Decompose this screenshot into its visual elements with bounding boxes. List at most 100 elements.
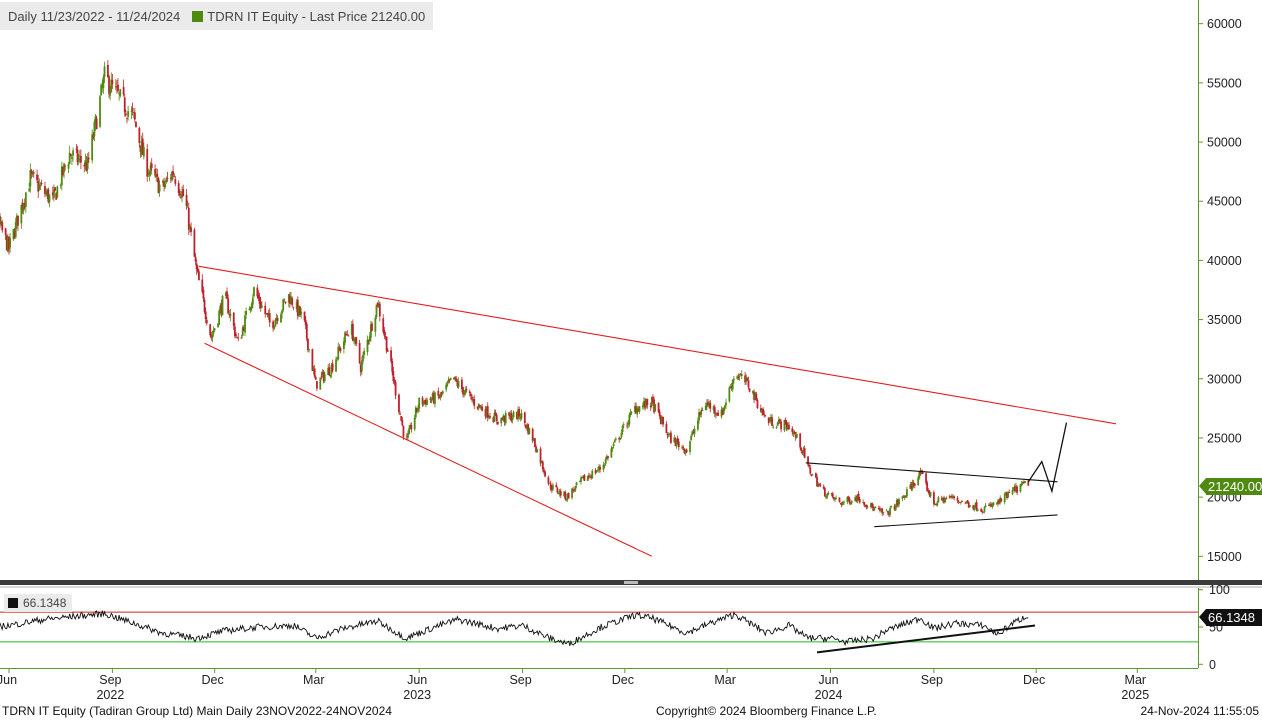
candle-body [256, 287, 259, 297]
x-tick-label: Mar [714, 673, 736, 687]
candle-body [646, 398, 649, 406]
candle-body [959, 502, 962, 504]
candle-body [525, 424, 527, 429]
x-tick-label: Dec [612, 673, 634, 687]
price-y-tick-label: 30000 [1207, 372, 1242, 386]
candle-body [346, 334, 349, 336]
candle-body [402, 425, 405, 437]
candle-body [22, 204, 25, 211]
candle-body [371, 323, 373, 331]
candle-body [171, 172, 173, 181]
candle-body [342, 341, 345, 349]
candle-body [723, 405, 726, 408]
candle-body [770, 416, 772, 423]
candle-body [857, 493, 860, 500]
candle-body [460, 379, 463, 389]
candle-body [880, 509, 882, 511]
candle-body [738, 375, 741, 377]
candle-body [544, 471, 546, 477]
candle-body [658, 411, 661, 417]
candle-body [1019, 484, 1022, 492]
candle-body [426, 399, 428, 405]
candle-body [480, 406, 482, 409]
candle-body [612, 443, 615, 447]
candle-body [973, 507, 976, 510]
candle-body [489, 415, 491, 418]
candle-body [950, 496, 953, 498]
candle-body [283, 300, 286, 302]
candle-body [848, 498, 851, 504]
candle-body [785, 422, 788, 430]
candle-body [999, 497, 1002, 503]
candle-body [249, 307, 252, 311]
candle-body [46, 190, 49, 196]
candle-body [961, 501, 963, 502]
candle-body [643, 401, 645, 407]
candle-body [598, 466, 600, 471]
rsi-y-tick-label: 0 [1209, 658, 1216, 672]
candle-body [808, 464, 811, 467]
candle-body [281, 310, 283, 314]
candle-body [114, 86, 117, 88]
candle-body [224, 292, 227, 297]
candle-body [676, 438, 679, 443]
candle-body [991, 504, 994, 508]
candle-body [78, 155, 81, 157]
candle-body [476, 406, 479, 409]
price-y-tick-label: 45000 [1207, 195, 1242, 209]
candle-body [832, 497, 835, 500]
candle-body [217, 323, 219, 327]
candle-body [24, 192, 27, 208]
candle-body [275, 317, 278, 321]
candle-body [870, 503, 872, 508]
candle-body [526, 425, 528, 429]
candle-body [422, 401, 425, 405]
candle-body [156, 174, 159, 177]
rsi-value-label: 66.1348 [23, 596, 67, 610]
candle-body [457, 381, 460, 388]
candle-body [258, 296, 261, 304]
candle-body [122, 86, 125, 95]
candle-body [627, 423, 630, 425]
candle-body [12, 229, 15, 240]
series-color-swatch [192, 10, 204, 22]
candle-body [594, 469, 597, 474]
candle-body [322, 372, 325, 382]
candle-body [740, 373, 743, 377]
price-y-tick-label: 60000 [1207, 17, 1242, 31]
candle-body [834, 497, 836, 500]
x-tick-label: Sep [921, 673, 943, 687]
candle-body [713, 407, 716, 414]
x-tick-label: Sep [509, 673, 531, 687]
candle-body [236, 337, 239, 338]
trendline-range-top [805, 462, 1058, 483]
candle-body [393, 379, 396, 382]
candle-body [777, 419, 780, 424]
candle-body [487, 416, 490, 418]
candle-body [330, 364, 333, 375]
candle-body [164, 183, 167, 188]
candle-body [268, 313, 271, 323]
candle-body [927, 490, 930, 492]
candle-body [235, 334, 237, 336]
candle-body [219, 305, 222, 312]
candle-body [943, 497, 945, 503]
candle-body [607, 456, 609, 459]
candle-body [565, 499, 568, 501]
candle-body [182, 189, 185, 196]
candle-body [84, 160, 87, 165]
candle-body [448, 379, 451, 381]
candle-body [328, 367, 331, 376]
candle-body [885, 510, 888, 512]
candle-body [683, 448, 686, 454]
candle-body [99, 96, 101, 127]
candle-body [929, 492, 932, 497]
candle-body [320, 375, 323, 377]
candle-body [149, 165, 152, 171]
candle-body [267, 314, 270, 317]
candle-body [409, 425, 412, 429]
candle-body [440, 392, 443, 395]
candle-body [463, 392, 466, 396]
candle-body [174, 178, 177, 184]
candle-body [110, 79, 113, 93]
